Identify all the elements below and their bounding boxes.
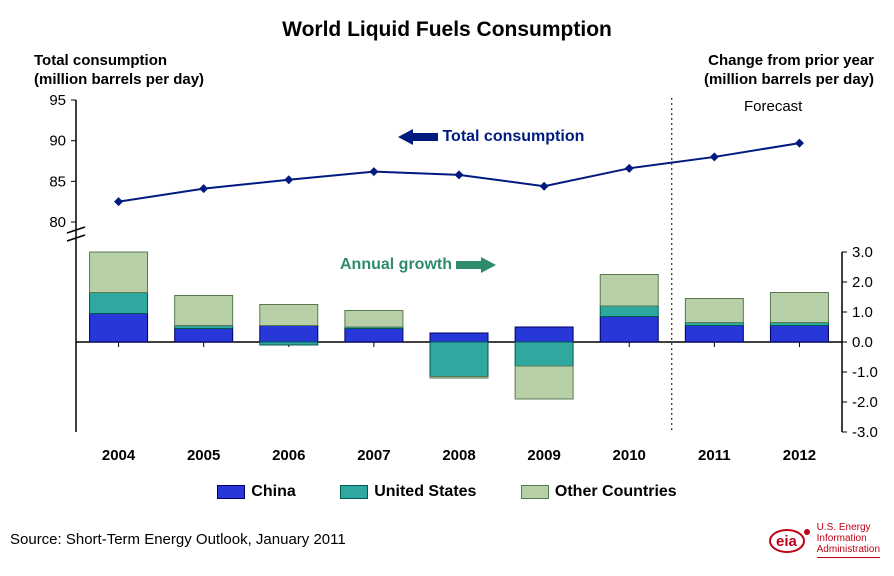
- bar-china: [175, 329, 233, 343]
- legend-swatch-china: [217, 485, 245, 499]
- x-tick-label: 2007: [357, 447, 390, 464]
- x-tick-label: 2012: [783, 447, 816, 464]
- line-marker: [199, 184, 208, 193]
- legend-swatch-other: [521, 485, 549, 499]
- legend-item-other: Other Countries: [521, 483, 677, 501]
- total-consumption-text: Total consumption: [442, 128, 584, 145]
- bar-china: [515, 327, 573, 342]
- right-tick-label: 3.0: [852, 244, 873, 261]
- left-tick-label: 90: [49, 133, 66, 150]
- left-axis-label-l2: (million barrels per day): [34, 71, 204, 90]
- x-tick-label: 2004: [102, 447, 136, 464]
- chart-title: World Liquid Fuels Consumption: [0, 18, 894, 42]
- bar-other: [90, 252, 148, 293]
- bar-other: [430, 377, 488, 379]
- bar-china: [685, 326, 743, 343]
- source-text: Source: Short-Term Energy Outlook, Janua…: [10, 531, 346, 548]
- legend: China United States Other Countries: [0, 483, 894, 504]
- bar-china: [600, 317, 658, 343]
- line-marker: [369, 167, 378, 176]
- bar-other: [345, 311, 403, 328]
- svg-text:eia: eia: [776, 533, 798, 550]
- bar-other: [600, 275, 658, 307]
- eia-logo-text: U.S. Energy Information Administration: [817, 522, 880, 558]
- right-tick-label: 1.0: [852, 304, 873, 321]
- eia-l1: U.S. Energy: [817, 522, 880, 533]
- legend-label-china: China: [251, 483, 295, 501]
- arrow-right-icon: [456, 256, 496, 274]
- legend-item-china: China: [217, 483, 295, 501]
- bar-other: [175, 296, 233, 326]
- eia-logo-icon: eia: [769, 523, 813, 557]
- bar-china: [770, 326, 828, 343]
- line-marker: [540, 182, 549, 191]
- x-tick-label: 2010: [613, 447, 646, 464]
- left-axis-label: Total consumption (million barrels per d…: [34, 52, 204, 90]
- right-tick-label: -2.0: [852, 394, 878, 411]
- right-axis-label-l2: (million barrels per day): [704, 71, 874, 90]
- bar-us: [515, 342, 573, 366]
- x-tick-label: 2011: [698, 447, 731, 464]
- left-axis-label-l1: Total consumption: [34, 52, 204, 71]
- bar-other: [260, 305, 318, 326]
- x-tick-label: 2009: [527, 447, 560, 464]
- legend-item-us: United States: [340, 483, 476, 501]
- right-tick-label: 0.0: [852, 334, 873, 351]
- right-tick-label: -3.0: [852, 424, 878, 441]
- x-tick-label: 2008: [442, 447, 475, 464]
- x-tick-label: 2006: [272, 447, 305, 464]
- right-tick-label: -1.0: [852, 364, 878, 381]
- bar-other: [685, 299, 743, 323]
- bar-us: [260, 342, 318, 345]
- left-tick-label: 85: [49, 173, 66, 190]
- bar-us: [90, 293, 148, 314]
- line-marker: [284, 175, 293, 184]
- eia-l2: Information: [817, 533, 880, 544]
- right-axis-label-l1: Change from prior year: [704, 52, 874, 71]
- legend-label-us: United States: [374, 483, 476, 501]
- bar-china: [260, 326, 318, 343]
- right-axis-label: Change from prior year (million barrels …: [704, 52, 874, 90]
- line-marker: [114, 197, 123, 206]
- x-tick-label: 2005: [187, 447, 220, 464]
- eia-logo: eia U.S. Energy Information Administrati…: [769, 522, 880, 558]
- left-tick-label: 95: [49, 92, 66, 109]
- annual-growth-label: Annual growth: [340, 256, 496, 274]
- bar-other: [770, 293, 828, 323]
- right-tick-label: 2.0: [852, 274, 873, 291]
- bar-china: [345, 329, 403, 343]
- line-marker: [625, 164, 634, 173]
- bar-china: [90, 314, 148, 343]
- left-tick-label: 80: [49, 214, 66, 231]
- total-consumption-label: Total consumption: [398, 128, 584, 146]
- arrow-left-icon: [398, 128, 438, 146]
- annual-growth-text: Annual growth: [340, 256, 452, 273]
- eia-l3: Administration: [817, 544, 880, 555]
- bar-china: [430, 333, 488, 342]
- bar-us: [430, 342, 488, 377]
- bar-us: [600, 306, 658, 317]
- line-marker: [710, 152, 719, 161]
- bar-other: [515, 366, 573, 399]
- legend-swatch-us: [340, 485, 368, 499]
- line-marker: [795, 139, 804, 148]
- legend-label-other: Other Countries: [555, 483, 677, 501]
- forecast-label: Forecast: [744, 98, 802, 115]
- line-marker: [455, 170, 464, 179]
